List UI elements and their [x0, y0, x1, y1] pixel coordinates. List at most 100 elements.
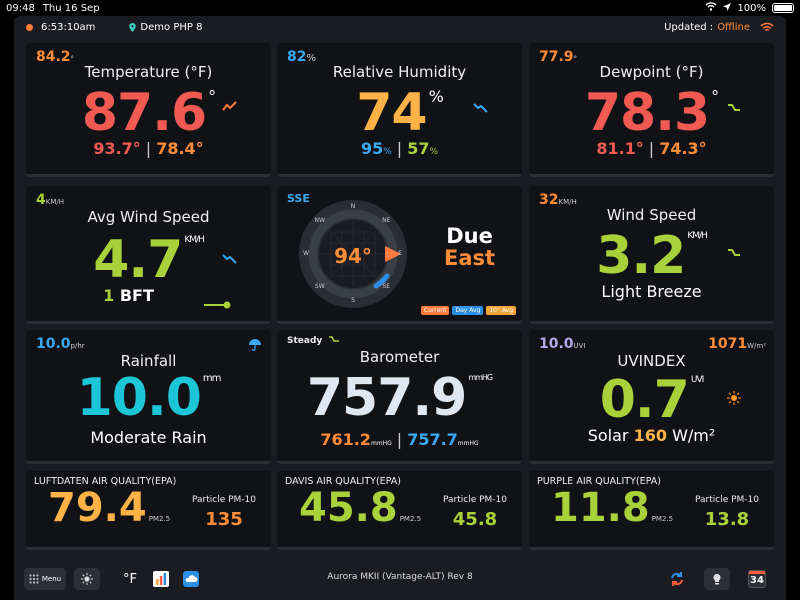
barometer-low: 757.7mmHG	[407, 430, 479, 449]
humidity-title: Relative Humidity	[332, 63, 467, 81]
battery-percent: 100%	[737, 2, 766, 14]
menu-label: Menu	[41, 575, 62, 583]
sun-icon	[727, 390, 741, 409]
wifi-signal-icon	[760, 22, 774, 31]
charts-button[interactable]	[150, 568, 172, 590]
updated-label: Updated :	[664, 21, 714, 33]
compass-point-n: N	[350, 203, 356, 210]
trend-down-icon	[473, 101, 489, 117]
barometer-value: 757.9 mmHG	[306, 368, 493, 428]
bar-chart-icon	[153, 571, 169, 587]
grid-icon	[29, 574, 39, 584]
dewpoint-high: 81.1°	[596, 139, 644, 158]
aq-value: 79.4 PM2.5	[48, 485, 171, 531]
wind-speed-value: 3.2 KM/H	[596, 226, 708, 286]
air-quality-tile-davis[interactable]: DAVIS AIR QUALITY(EPA) 45.8 PM2.5 Particl…	[277, 471, 522, 550]
dewpoint-corner: 77.9°	[539, 49, 578, 65]
rainfall-value: 10.0 mm	[76, 368, 222, 428]
compass-point-sw: SW	[314, 283, 325, 291]
rainfall-corner: 10.0p/hr	[36, 336, 85, 352]
barometer-title: Barometer	[359, 348, 440, 366]
dewpoint-high-low: 81.1° | 74.3°	[596, 139, 707, 158]
compass-point-se: SE	[382, 283, 391, 291]
wind-direction-corner: SSE	[287, 192, 310, 205]
wind-description: Light Breeze	[601, 282, 702, 301]
temperature-value: 87.6 °	[81, 83, 216, 143]
compass-legend: Current Day Avg 10° Avg	[420, 306, 516, 315]
humidity-high: 95%	[360, 139, 392, 158]
device-date: Thu 16 Sep	[42, 2, 100, 14]
station-model: Aurora MKII (Vantage-ALT) Rev 8	[327, 572, 473, 582]
info-bar: 6:53:10am Demo PHP 8 Updated : Offline	[14, 16, 786, 38]
barometer-high: 761.2mmHG	[320, 430, 392, 449]
cloud-icon	[183, 571, 199, 587]
dewpoint-value: 78.3 °	[584, 83, 719, 143]
uv-tile[interactable]: 10.0UVI 1071W/m² UVINDEX 0.7 UVI Solar 16…	[529, 330, 774, 464]
wind-heading: 94°	[334, 244, 372, 268]
temperature-high: 93.7°	[93, 139, 141, 158]
refresh-icon	[671, 572, 683, 586]
battery-icon	[772, 3, 794, 13]
wind-direction-line1: Due	[446, 224, 493, 248]
aq-pm10-value: 45.8	[452, 509, 498, 530]
trend-steady-icon	[727, 246, 741, 262]
humidity-high-low: 95% | 57%	[360, 139, 439, 158]
calendar-day: 34	[750, 575, 764, 586]
compass-dial	[297, 198, 409, 310]
lightbulb-icon	[713, 573, 721, 585]
bottom-toolbar: Menu °F 34	[14, 558, 786, 600]
legend-10-avg: 10° Avg	[486, 306, 516, 315]
legend-current: Current	[420, 306, 450, 315]
light-button[interactable]	[704, 568, 730, 590]
weather-app: 6:53:10am Demo PHP 8 Updated : Offline 8…	[14, 16, 786, 600]
solar-radiation: Solar 160 W/m²	[587, 426, 716, 445]
wind-speed-title: Wind Speed	[606, 206, 697, 224]
trend-up-icon	[222, 99, 238, 115]
rainfall-title: Rainfall	[120, 352, 177, 370]
wind-direction-tile[interactable]: SSE N NE E SE S SW W NW 94° Due East Current	[277, 186, 522, 324]
wind-direction-line2: East	[443, 246, 496, 270]
air-quality-tile-luftdaten[interactable]: LUFTDATEN AIR QUALITY(EPA) 79.4 PM2.5 Par…	[26, 471, 271, 550]
aq-pm10-value: 13.8	[704, 509, 750, 530]
dewpoint-low: 74.3°	[659, 139, 707, 158]
trend-down-icon	[222, 252, 238, 268]
rainfall-tile[interactable]: 10.0p/hr Rainfall 10.0 mm Moderate Rain	[26, 330, 271, 464]
wifi-icon	[705, 2, 717, 14]
air-quality-tile-purple[interactable]: PURPLE AIR QUALITY(EPA) 11.8 PM2.5 Partic…	[529, 471, 774, 550]
solar-radiation-top: 1071W/m²	[708, 336, 766, 352]
updated-value: Offline	[717, 21, 750, 33]
dewpoint-title: Dewpoint (°F)	[599, 63, 704, 81]
device-status-bar: 09:48 Thu 16 Sep 100%	[0, 0, 800, 16]
update-status: Updated : Offline	[664, 22, 774, 33]
temperature-high-low: 93.7° | 78.4°	[93, 139, 204, 158]
avg-wind-title: Avg Wind Speed	[87, 208, 210, 226]
unit-toggle-button[interactable]: °F	[118, 568, 142, 590]
forecast-button[interactable]	[180, 568, 202, 590]
sun-icon	[81, 573, 93, 585]
wind-speed-tile[interactable]: 32KM/H Wind Speed 3.2 KM/H Light Breeze	[529, 186, 774, 324]
temperature-corner: 84.2°	[36, 49, 75, 65]
dewpoint-tile[interactable]: 77.9° Dewpoint (°F) 78.3 ° 81.1° | 74.3°	[529, 43, 774, 177]
calendar-button[interactable]: 34	[746, 568, 768, 590]
humidity-low: 57%	[407, 139, 439, 158]
temperature-tile[interactable]: 84.2° Temperature (°F) 87.6 ° 93.7° | 78.4°	[26, 43, 271, 177]
avg-wind-tile[interactable]: 4KM/H Avg Wind Speed 4.7 KM/H 1 BFT	[26, 186, 271, 324]
barometer-corner: Steady	[287, 336, 340, 346]
temperature-low: 78.4°	[156, 139, 204, 158]
aq-title: DAVIS AIR QUALITY(EPA)	[285, 476, 401, 487]
aq-title: PURPLE AIR QUALITY(EPA)	[537, 476, 661, 487]
compass-point-s: S	[351, 297, 355, 304]
menu-button[interactable]: Menu	[24, 568, 66, 590]
station-location[interactable]: Demo PHP 8	[129, 22, 202, 33]
trend-steady-icon	[329, 336, 340, 342]
aq-value: 45.8 PM2.5	[299, 485, 422, 531]
theme-toggle-button[interactable]	[74, 568, 100, 590]
trend-steady-icon	[727, 101, 741, 117]
wind-slider-icon	[204, 294, 232, 313]
humidity-tile[interactable]: 82% Relative Humidity 74% 95% | 57%	[277, 43, 522, 177]
temperature-title: Temperature (°F)	[84, 63, 213, 81]
calendar-icon: 34	[748, 570, 766, 588]
aq-pm10-value: 135	[205, 509, 243, 530]
barometer-tile[interactable]: Steady Barometer 757.9 mmHG 761.2mmHG | 757…	[277, 330, 522, 464]
refresh-button[interactable]	[666, 568, 688, 590]
